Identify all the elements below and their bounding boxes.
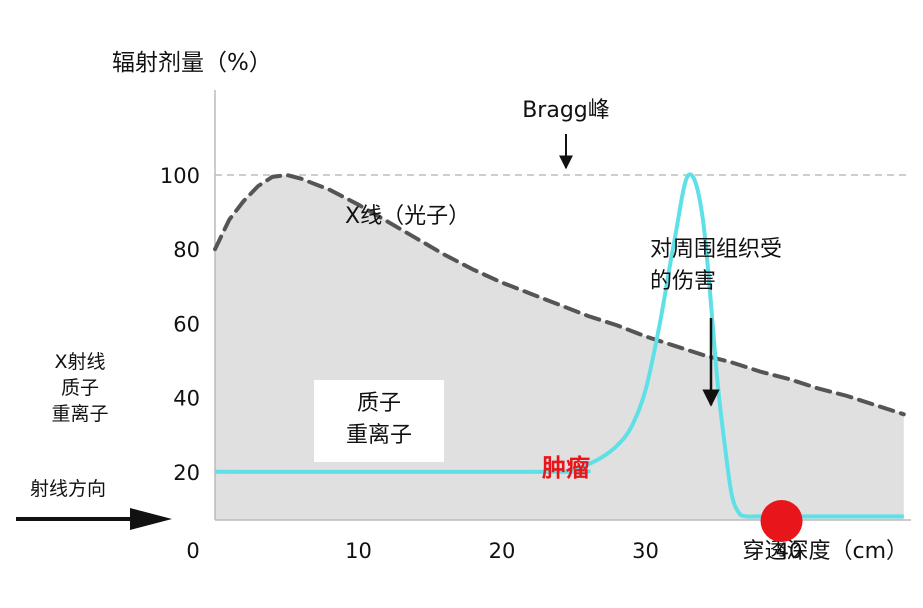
xray-series-label: X线（光子）: [345, 204, 470, 229]
y-tick-label: 40: [173, 387, 200, 411]
ray-direction-arrowhead: [130, 508, 172, 530]
y-axis-label: 辐射剂量（%）: [112, 50, 272, 76]
y-tick-label: 100: [160, 164, 200, 188]
y-tick-label: 20: [173, 461, 200, 485]
bragg-peak-label: Bragg峰: [522, 98, 610, 123]
y-tick-label: 80: [173, 238, 200, 262]
y-tick-label: 60: [173, 312, 200, 336]
x-axis-label: 穿透深度（cm）: [742, 539, 908, 564]
x-tick-label: 10: [345, 539, 372, 563]
tissue-damage-label: 对周围组织受的伤害: [650, 237, 782, 294]
side-legend-label: X射线质子重离子: [51, 351, 108, 425]
x-tick-label: 30: [632, 539, 659, 563]
ray-direction-label: 射线方向: [30, 478, 106, 500]
xray-dose-curve: [213, 172, 906, 417]
x-tick-label: 20: [489, 539, 516, 563]
proton-series-label: 质子重离子: [346, 391, 412, 448]
proton-dose-curve: [214, 172, 904, 519]
x-tick-label: 40: [776, 539, 803, 563]
tumor-label: 肿瘤: [542, 454, 590, 482]
proton-label-box: [314, 380, 444, 462]
tumor-marker: [760, 500, 803, 542]
x-tick-label: 0: [186, 539, 199, 563]
